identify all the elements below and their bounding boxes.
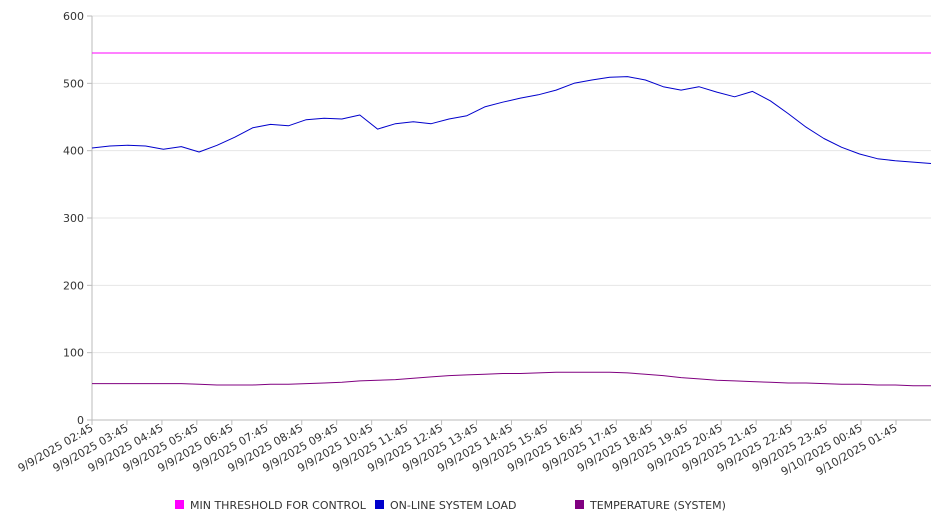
y-axis-ticks: 0 100 200 300 400 500 600 [63,10,92,427]
y-tick-label: 200 [63,279,84,292]
series-lines [91,52,932,387]
y-tick-label: 600 [63,10,84,23]
y-tick-label: 400 [63,145,84,158]
series-line-2 [92,371,931,387]
x-axis-ticks: 9/9/2025 02:459/9/2025 03:459/9/2025 04:… [16,420,900,478]
legend-label: TEMPERATURE (SYSTEM) [589,499,726,512]
legend: MIN THRESHOLD FOR CONTROL ON-LINE SYSTEM … [175,499,726,512]
legend-label: MIN THRESHOLD FOR CONTROL [190,499,367,512]
series-line-1 [91,76,932,164]
y-tick-label: 100 [63,347,84,360]
legend-swatch [175,500,184,509]
legend-swatch [375,500,384,509]
legend-label: ON-LINE SYSTEM LOAD [390,499,516,512]
y-tick-label: 500 [63,77,84,90]
y-tick-label: 0 [77,414,84,427]
y-tick-label: 300 [63,212,84,225]
legend-swatch [575,500,584,509]
gridlines [92,15,931,354]
